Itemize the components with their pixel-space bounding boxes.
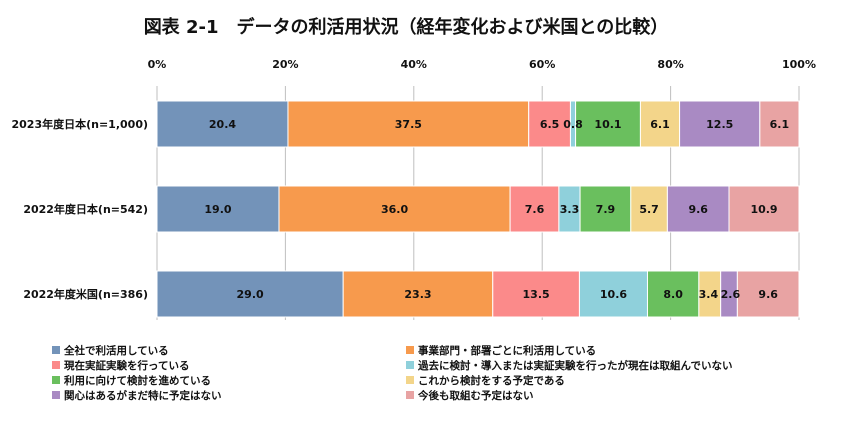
bar-segment <box>639 100 681 148</box>
category-label: 2022年度日本(n=542) <box>23 202 148 216</box>
data-label: 7.9 <box>596 203 616 216</box>
data-label: 19.0 <box>204 203 231 216</box>
data-label: 13.5 <box>523 288 550 301</box>
bar-segment <box>156 185 280 233</box>
legend-label: 現在実証実験を行っている <box>64 359 189 372</box>
data-label: 29.0 <box>237 288 264 301</box>
x-axis-tick-labels: 0% 20% 40% 60% 80% 100% <box>148 58 816 71</box>
legend-swatch <box>406 376 414 384</box>
bar-segment <box>342 270 494 318</box>
bar-segment <box>156 100 289 148</box>
data-label: 6.1 <box>650 118 670 131</box>
bar-segment <box>759 100 800 148</box>
bar-segment <box>578 270 648 318</box>
data-label: 12.5 <box>706 118 733 131</box>
bar-segment <box>575 100 641 148</box>
x-tick-label: 20% <box>272 58 298 71</box>
data-label: 2.6 <box>721 288 741 301</box>
legend-label: 過去に検討・導入または実証実験を行ったが現在は取組んでいない <box>417 359 732 372</box>
data-label: 9.6 <box>688 203 708 216</box>
data-label: 6.1 <box>770 118 790 131</box>
bar-segment <box>156 270 344 318</box>
data-label: 23.3 <box>404 288 431 301</box>
bar-segment <box>646 270 700 318</box>
category-label: 2023年度日本(n=1,000) <box>11 117 148 131</box>
bar-segment <box>679 100 761 148</box>
legend-swatch <box>52 361 60 369</box>
data-label: 20.4 <box>209 118 236 131</box>
data-label: 5.7 <box>639 203 659 216</box>
legend-label: 事業部門・部署ごとに利活用している <box>418 344 596 357</box>
legend-swatch <box>52 346 60 354</box>
x-tick-label: 60% <box>529 58 555 71</box>
category-label: 2022年度米国(n=386) <box>23 287 148 301</box>
legend-label: 全社で利活用している <box>63 344 169 357</box>
data-label: 3.4 <box>699 288 719 301</box>
legend-swatch <box>52 376 60 384</box>
legend-swatch <box>406 391 414 399</box>
data-label: 10.1 <box>594 118 621 131</box>
legend-label: これから検討をする予定である <box>418 374 565 387</box>
x-tick-label: 40% <box>401 58 427 71</box>
data-labels: 20.4 37.5 6.5 0.8 10.1 6.1 12.5 6.1 19.0 36.0 7.6 3… <box>204 118 789 301</box>
category-labels: 2023年度日本(n=1,000) 2022年度日本(n=542) 2022年度米国… <box>11 117 148 301</box>
data-label: 8.0 <box>663 288 683 301</box>
data-label: 10.6 <box>600 288 627 301</box>
bar-segment <box>509 185 560 233</box>
bar-segments <box>156 100 800 318</box>
legend-label: 今後も取組む予定はない <box>417 389 534 402</box>
chart-title: 図表 2-1 データの利活用状況（経年変化および米国との比較） <box>144 16 669 38</box>
legend-label: 利用に向けて検討を進めている <box>64 374 211 387</box>
legend-swatch <box>406 346 414 354</box>
bar-segment <box>736 270 800 318</box>
x-tick-label: 100% <box>782 58 816 71</box>
data-label: 9.6 <box>758 288 778 301</box>
legend-swatch <box>52 391 60 399</box>
data-label: 3.3 <box>560 203 580 216</box>
data-label: 0.8 <box>563 118 583 131</box>
legend-label: 関心はあるがまだ特に予定はない <box>64 389 222 402</box>
bar-segment <box>728 185 800 233</box>
bar-segment <box>666 185 730 233</box>
x-tick-label: 0% <box>148 58 167 71</box>
data-label: 6.5 <box>540 118 560 131</box>
data-label: 10.9 <box>750 203 777 216</box>
legend-swatch <box>406 361 414 369</box>
data-label: 36.0 <box>381 203 408 216</box>
bar-segment <box>630 185 668 233</box>
x-tick-label: 80% <box>657 58 683 71</box>
data-label: 37.5 <box>395 118 422 131</box>
data-label: 7.6 <box>525 203 545 216</box>
